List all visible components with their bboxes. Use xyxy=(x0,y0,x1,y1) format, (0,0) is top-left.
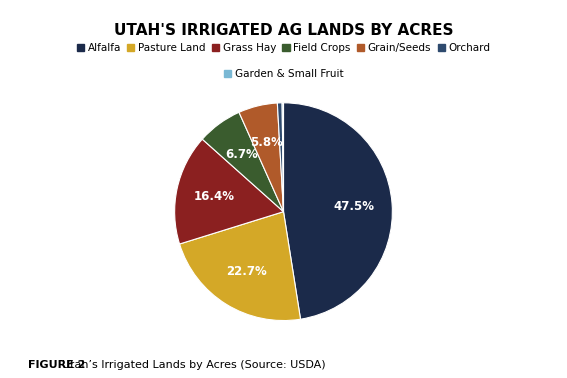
Wedge shape xyxy=(202,112,284,212)
Text: 22.7%: 22.7% xyxy=(226,265,266,278)
Wedge shape xyxy=(239,103,284,212)
Wedge shape xyxy=(277,103,284,212)
Text: Utah’s Irrigated Lands by Acres (Source: USDA): Utah’s Irrigated Lands by Acres (Source:… xyxy=(61,361,325,370)
Wedge shape xyxy=(284,103,392,319)
Text: 5.8%: 5.8% xyxy=(250,136,283,149)
Text: 47.5%: 47.5% xyxy=(333,200,375,213)
Legend: Garden & Small Fruit: Garden & Small Fruit xyxy=(224,70,343,79)
Text: 16.4%: 16.4% xyxy=(194,190,235,203)
Wedge shape xyxy=(175,139,284,244)
Wedge shape xyxy=(282,103,284,212)
Text: FIGURE 2: FIGURE 2 xyxy=(28,361,90,370)
Legend: Alfalfa, Pasture Land, Grass Hay, Field Crops, Grain/Seeds, Orchard: Alfalfa, Pasture Land, Grass Hay, Field … xyxy=(77,43,490,53)
Text: 6.7%: 6.7% xyxy=(225,148,258,161)
Text: UTAH'S IRRIGATED AG LANDS BY ACRES: UTAH'S IRRIGATED AG LANDS BY ACRES xyxy=(114,23,453,38)
Wedge shape xyxy=(180,212,301,321)
